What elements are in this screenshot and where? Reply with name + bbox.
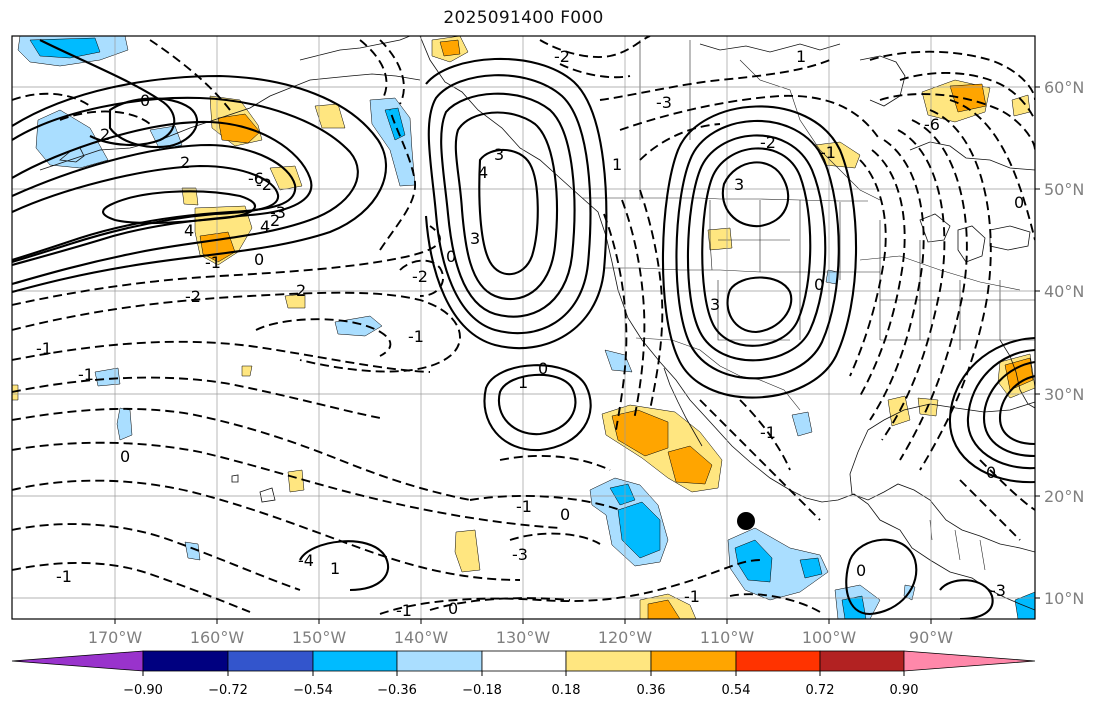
colorbar-extend-low (11, 650, 144, 672)
colorbar-segment (396, 650, 483, 672)
colorbar-tick-label: −0.90 (123, 683, 163, 698)
contour-label: 0 (986, 463, 996, 482)
colorbar-tick-label: 0.72 (806, 683, 835, 698)
colorbar-segment (142, 650, 229, 672)
lon-label: 100°W (802, 628, 857, 647)
map-title: 2025091400 F000 (443, 8, 604, 28)
contour-label: 1 (518, 373, 528, 392)
lon-label: 170°W (88, 628, 143, 647)
contour-label: -2 (256, 175, 272, 194)
contour-label: -1 (408, 327, 424, 346)
contour-label: 2 (296, 281, 306, 300)
contour-label: 2 (180, 153, 190, 172)
contour-label: 0 (814, 275, 824, 294)
positive-contours (12, 39, 1035, 619)
colorbar-tick-label: 0.54 (722, 683, 751, 698)
lat-label: 60°N (1044, 78, 1084, 97)
colorbar-tick-labels: −0.90 −0.72 −0.54 −0.36 −0.18 0.18 0.36 … (123, 683, 918, 698)
contour-label: 0 (538, 359, 548, 378)
contour-label: -6 (924, 115, 940, 134)
colorbar-segment (819, 650, 905, 672)
colorbar-tick-label: 0.18 (552, 683, 581, 698)
lon-label: 120°W (598, 628, 653, 647)
lat-label: 30°N (1044, 385, 1084, 404)
contour-label: -3 (270, 203, 286, 222)
contour-label: 2 (100, 125, 110, 144)
contour-label: -2 (185, 287, 201, 306)
contour-label: -1 (396, 601, 412, 620)
contour-labels: 2 0 2 -2 2 4 4 -3 2 -1 0 -2 -1 3 4 3 -2 … (36, 47, 1024, 620)
contour-label: -1 (78, 365, 94, 384)
contour-label: -1 (684, 587, 700, 606)
contour-label: -1 (760, 423, 776, 442)
lat-label: 50°N (1044, 180, 1084, 199)
longitude-labels: 170°W 160°W 150°W 140°W 130°W 120°W 110°… (88, 628, 953, 647)
contour-label: 0 (448, 599, 458, 618)
contour-label: -4 (298, 551, 314, 570)
negative-contours (12, 36, 1035, 615)
colorbar-segment (312, 650, 398, 672)
contour-label: 3 (494, 145, 504, 164)
colorbar-tick-label: 0.36 (637, 683, 666, 698)
lat-label: 40°N (1044, 282, 1084, 301)
contour-label: 1 (612, 155, 622, 174)
colorbar-ticks (142, 671, 905, 676)
contour-label: 0 (560, 505, 570, 524)
colorbar-segment (481, 650, 567, 672)
contour-label: 3 (710, 295, 720, 314)
contour-label: -2 (412, 267, 428, 286)
colorbar-tick-label: −0.72 (208, 683, 248, 698)
contour-label: 3 (470, 229, 480, 248)
contour-label: -1 (516, 497, 532, 516)
contour-label: -1 (820, 143, 836, 162)
lat-label: 20°N (1044, 487, 1084, 506)
storm-center-marker (737, 512, 755, 530)
contour-label: 1 (330, 559, 340, 578)
contour-label: 1 (796, 47, 806, 66)
colorbar-tick-label: −0.18 (462, 683, 502, 698)
colorbar (11, 650, 1036, 672)
contour-label: -3 (990, 581, 1006, 600)
lon-label: 130°W (496, 628, 551, 647)
colorbar-tick-label: −0.54 (293, 683, 333, 698)
contour-label: 0 (120, 447, 130, 466)
map-background (12, 36, 1035, 619)
contour-label: -2 (554, 47, 570, 66)
contour-label: 0 (254, 250, 264, 269)
contour-label: 0 (1014, 193, 1024, 212)
colorbar-tick-label: 0.90 (890, 683, 919, 698)
contour-label: 4 (478, 163, 488, 182)
contour-label: 0 (856, 561, 866, 580)
contour-label: 0 (140, 91, 150, 110)
colorbar-segment (227, 650, 314, 672)
colorbar-tick-label: −0.36 (377, 683, 417, 698)
contour-label: 3 (734, 175, 744, 194)
contour-label: -6 (248, 169, 264, 188)
contour-label: -2 (760, 133, 776, 152)
contour-label: -1 (56, 567, 72, 586)
colorbar-segment (735, 650, 821, 672)
colorbar-extend-high (903, 650, 1036, 672)
lon-label: 110°W (700, 628, 755, 647)
lon-label: 140°W (394, 628, 449, 647)
contour-label: -1 (205, 253, 221, 272)
contour-label: 4 (184, 221, 194, 240)
lon-label: 150°W (292, 628, 347, 647)
contour-label: 0 (446, 247, 456, 266)
contour-label: -3 (656, 93, 672, 112)
contour-label: 4 (260, 217, 270, 236)
latitude-labels: 60°N 50°N 40°N 30°N 20°N 10°N (1044, 78, 1084, 608)
lon-label: 90°W (909, 628, 953, 647)
colorbar-segment (565, 650, 652, 672)
lat-label: 10°N (1044, 589, 1084, 608)
contour-label: -1 (36, 339, 52, 358)
colorbar-segment (650, 650, 737, 672)
lon-label: 160°W (190, 628, 245, 647)
axis-ticks (114, 86, 1040, 624)
contour-label: -3 (512, 545, 528, 564)
contour-label: 2 (270, 211, 280, 230)
